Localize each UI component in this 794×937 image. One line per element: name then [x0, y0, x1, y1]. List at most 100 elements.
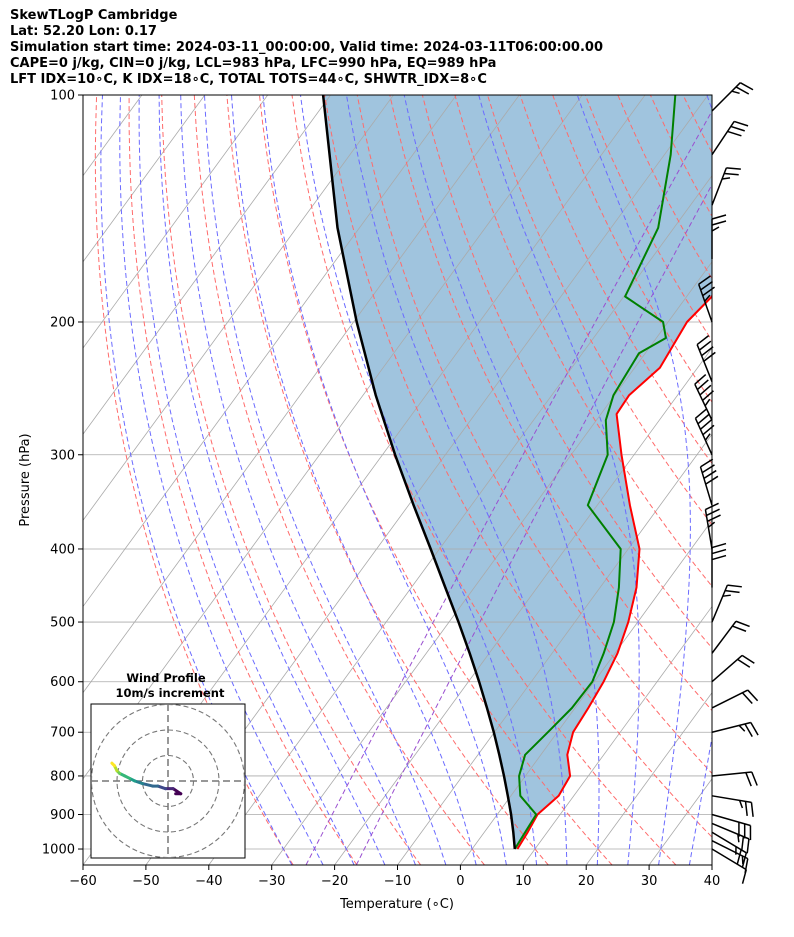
dry-adiabat-line: [324, 95, 712, 838]
y-axis-label: Pressure (hPa): [18, 433, 33, 526]
chart-header: SkewTLogP Cambridge Lat: 52.20 Lon: 0.17…: [10, 8, 603, 88]
y-tick-label: 300: [50, 448, 75, 463]
wind-barb: [711, 771, 758, 787]
wind-barb-feather: [711, 220, 727, 226]
wind-barb-feather: [701, 346, 714, 357]
moist-adiabat-line: [231, 95, 477, 865]
y-tick-label: 100: [50, 89, 75, 104]
wind-barb: [696, 335, 716, 382]
wind-barb-feather: [707, 521, 716, 528]
wind-barb: [694, 408, 715, 456]
wind-barb-feather: [699, 384, 712, 396]
index-summary: LFT IDX=10∘C, K IDX=18∘C, TOTAL TOTS=44∘…: [10, 72, 487, 87]
wind-barb-feather: [740, 836, 745, 852]
wind-barb-staff: [711, 721, 751, 733]
wind-barb-feather: [701, 464, 715, 474]
wind-barb: [711, 831, 748, 868]
mixing-ratio-line: [355, 183, 712, 865]
wind-barb-feather: [744, 858, 749, 874]
moist-adiabat-line: [576, 95, 691, 865]
wind-barb-feather: [733, 120, 749, 127]
x-tick-label: −30: [258, 874, 285, 889]
wind-barb-staff: [711, 771, 752, 777]
y-tick-label: 1000: [42, 843, 75, 858]
moist-adiabat-line: [720, 95, 794, 865]
hodograph-title: Wind Profile: [126, 671, 206, 685]
wind-barb-staff: [711, 813, 751, 827]
wind-barb-feather: [705, 475, 719, 485]
wind-barb-feather: [711, 542, 727, 549]
wind-barb: [711, 542, 727, 588]
isotherm-line: [83, 95, 269, 349]
isotherm-line: [397, 433, 712, 865]
wind-barb-staff: [697, 284, 713, 323]
wind-barb: [694, 373, 714, 421]
isotherm-line: [585, 691, 712, 865]
wind-barb: [711, 82, 754, 112]
dry-adiabat-line: [259, 95, 613, 865]
wind-barb-staff: [711, 654, 743, 683]
axis-ticks-layer: −60 −50 −40 −30 −20 −10 0 10 20 30 40 100 200 300 400 5…: [42, 89, 720, 890]
wind-barb: [711, 620, 750, 654]
hodograph-subtitle: 10m/s increment: [116, 686, 225, 700]
moist-adiabat-line: [688, 95, 712, 865]
dry-adiabat-line: [193, 95, 485, 865]
wind-barb-feather: [744, 801, 748, 816]
wind-barb-feather: [702, 424, 715, 436]
wind-barb-feather: [738, 800, 744, 809]
wind-barb-feather: [750, 722, 759, 736]
dry-adiabat-line: [128, 95, 358, 865]
wind-barb-feather: [699, 419, 712, 430]
isotherm-line: [0, 95, 16, 865]
wind-barb-feather: [694, 408, 708, 419]
isotherm-line: [83, 95, 457, 608]
stability-summary: CAPE=0 j/kg, CIN=0 j/kg, LCL=983 hPa, LF…: [10, 56, 497, 71]
wind-barb-staff: [704, 509, 713, 550]
isotherm-line: [83, 95, 331, 435]
wind-barb-feather: [697, 413, 710, 425]
wind-barb-feather: [721, 177, 731, 180]
x-axis-label: Temperature (∘C): [339, 897, 454, 912]
wind-barb-feather: [747, 689, 759, 702]
moist-adiabat-line: [204, 95, 447, 865]
cin-shading: [323, 95, 712, 849]
x-tick-label: −60: [69, 874, 96, 889]
wind-barb: [711, 654, 755, 683]
wind-barb-staff: [711, 121, 735, 156]
hodograph-plot: [91, 704, 245, 858]
isotherm-line: [83, 95, 520, 694]
moist-adiabat-line: [180, 95, 416, 865]
hodograph-trace-segment: [110, 761, 116, 768]
wind-barb-feather: [702, 390, 714, 401]
wind-barb-feather: [727, 130, 742, 137]
x-tick-label: 0: [456, 874, 464, 889]
temperature-line: [516, 293, 712, 850]
wind-barb-feather: [741, 692, 753, 704]
hodograph-trace-segment: [171, 787, 183, 796]
wind-barb-staff: [711, 848, 747, 871]
hodograph-inset: Wind Profile 10m/s increment: [90, 671, 246, 859]
wind-barb-feather: [722, 594, 731, 597]
wind-barb: [711, 822, 750, 854]
wind-barb-feather: [745, 772, 752, 787]
wind-barb-staff: [711, 795, 752, 804]
x-tick-label: 20: [578, 874, 595, 889]
wind-barb-staff: [699, 466, 713, 506]
wind-barb-feather: [741, 852, 748, 868]
wind-barb: [711, 689, 759, 709]
y-tick-label: 400: [50, 542, 75, 557]
wind-barb-feather: [727, 584, 742, 588]
wind-barb-feather: [698, 340, 712, 351]
profile-lines-layer: [321, 95, 712, 850]
y-tick-label: 600: [50, 675, 75, 690]
wind-barb-feather: [738, 724, 746, 732]
wind-barb-feather: [732, 625, 747, 632]
wind-barb-feather: [736, 849, 742, 864]
wind-barb: [704, 502, 721, 550]
wind-barb-staff: [711, 840, 749, 860]
x-tick-label: −40: [195, 874, 222, 889]
wind-barb-staff: [711, 689, 749, 709]
wind-barb-feather: [751, 771, 758, 786]
wind-barb-feather: [711, 226, 720, 232]
